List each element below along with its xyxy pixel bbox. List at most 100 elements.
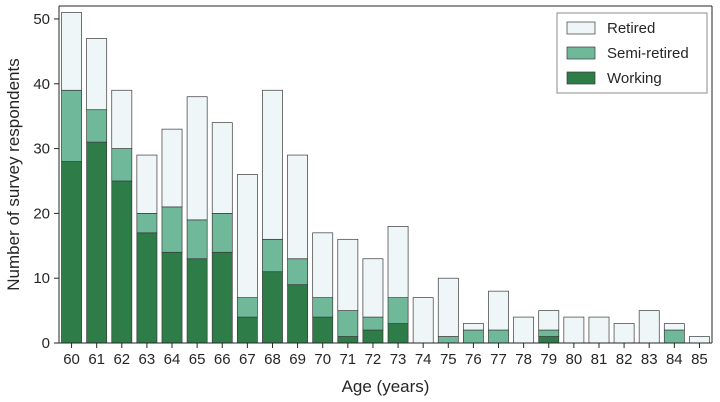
x-tick-label: 81 — [591, 351, 608, 368]
bar-working-63 — [136, 232, 158, 344]
bar-retired-68 — [262, 89, 283, 240]
bar-semi-retired-75 — [437, 336, 459, 344]
bar-semi-retired-62 — [111, 148, 133, 182]
bar-semi-retired-66 — [211, 213, 233, 253]
bar-semi-retired-61 — [86, 109, 108, 143]
x-tick-label: 74 — [415, 351, 432, 368]
bar-working-60 — [61, 161, 82, 344]
x-tick-label: 62 — [113, 351, 130, 368]
bar-retired-64 — [161, 128, 183, 208]
bar-retired-78 — [513, 316, 535, 344]
bar-semi-retired-65 — [186, 219, 208, 260]
bar-retired-72 — [362, 258, 384, 318]
bar-working-62 — [111, 180, 133, 344]
x-tick-label: 61 — [88, 351, 105, 368]
x-tick-label: 77 — [490, 351, 507, 368]
x-tick-label: 82 — [616, 351, 633, 368]
bar-working-68 — [262, 271, 283, 344]
bar-retired-73 — [387, 225, 409, 298]
y-tick-label: 30 — [33, 141, 50, 158]
x-axis-label: Age (years) — [342, 377, 430, 396]
y-tick-label: 50 — [33, 11, 50, 28]
legend-swatch-working — [566, 71, 596, 85]
bar-retired-84 — [663, 323, 685, 331]
legend-label: Semi-retired — [607, 45, 689, 62]
bar-semi-retired-69 — [287, 258, 308, 286]
bar-retired-83 — [638, 310, 660, 344]
bar-semi-retired-67 — [236, 297, 258, 318]
bar-working-72 — [362, 329, 384, 344]
plot-area — [61, 12, 710, 344]
bar-semi-retired-77 — [488, 329, 509, 344]
legend-swatch-semi-retired — [566, 46, 596, 60]
bar-semi-retired-68 — [262, 238, 283, 273]
legend-swatch-retired — [566, 21, 596, 35]
axes: 0 10 20 30 40 50 60 61 62 63 64 65 66 67 68 69 70 71 72 73 7… — [33, 5, 713, 368]
x-tick-label: 80 — [566, 351, 583, 368]
y-tick-label: 0 — [42, 335, 50, 352]
x-tick-label: 68 — [264, 351, 281, 368]
bar-working-70 — [312, 316, 334, 344]
bar-semi-retired-70 — [312, 297, 334, 318]
x-tick-label: 84 — [666, 351, 683, 368]
bar-working-69 — [287, 284, 308, 344]
bar-semi-retired-64 — [161, 206, 183, 253]
bar-working-67 — [236, 316, 258, 344]
bar-retired-61 — [86, 38, 108, 111]
bar-retired-62 — [111, 89, 133, 149]
bar-semi-retired-84 — [663, 329, 685, 344]
x-tick-label: 63 — [139, 351, 156, 368]
bar-semi-retired-76 — [463, 329, 484, 344]
x-tick-label: 76 — [465, 351, 482, 368]
bar-retired-82 — [613, 323, 635, 344]
bar-retired-66 — [211, 122, 233, 214]
bar-retired-79 — [538, 310, 560, 331]
bar-working-64 — [161, 251, 183, 344]
bar-semi-retired-72 — [362, 316, 384, 331]
x-tick-label: 75 — [440, 351, 457, 368]
bar-retired-85 — [689, 336, 710, 344]
bar-semi-retired-63 — [136, 213, 158, 234]
bar-semi-retired-71 — [337, 310, 359, 337]
x-tick-label: 64 — [164, 351, 181, 368]
x-tick-label: 83 — [641, 351, 658, 368]
bar-retired-69 — [287, 154, 308, 260]
bar-retired-70 — [312, 232, 334, 298]
y-tick-label: 20 — [33, 205, 50, 222]
x-tick-label: 65 — [189, 351, 206, 368]
bar-retired-75 — [437, 277, 459, 337]
x-tick-label: 67 — [239, 351, 256, 368]
legend: Retired Semi-retired Working — [556, 12, 708, 94]
bar-retired-60 — [61, 12, 82, 91]
x-tick-label: 60 — [63, 351, 80, 368]
x-tick-label: 85 — [691, 351, 708, 368]
x-tick-label: 69 — [289, 351, 306, 368]
x-tick-label: 79 — [540, 351, 557, 368]
bar-working-65 — [186, 258, 208, 344]
bar-working-73 — [387, 323, 409, 344]
x-tick-label: 66 — [214, 351, 231, 368]
bar-retired-67 — [236, 174, 258, 298]
bar-working-71 — [337, 336, 359, 344]
bar-retired-74 — [412, 297, 434, 344]
legend-label: Working — [607, 70, 662, 87]
bar-retired-80 — [563, 316, 585, 344]
y-axis-label: Number of survey respondents — [4, 58, 23, 290]
bar-retired-81 — [588, 316, 610, 344]
bar-working-66 — [211, 251, 233, 344]
x-tick-label: 78 — [515, 351, 532, 368]
y-tick-label: 40 — [33, 76, 50, 93]
x-tick-label: 70 — [314, 351, 331, 368]
x-tick-label: 72 — [365, 351, 382, 368]
bar-retired-65 — [186, 96, 208, 221]
bar-working-61 — [86, 141, 108, 344]
bar-semi-retired-79 — [538, 329, 560, 337]
bar-retired-77 — [488, 290, 509, 331]
x-tick-label: 73 — [390, 351, 407, 368]
bar-semi-retired-73 — [387, 297, 409, 324]
bar-working-79 — [538, 336, 560, 344]
bar-semi-retired-60 — [61, 89, 82, 162]
x-tick-label: 71 — [339, 351, 356, 368]
